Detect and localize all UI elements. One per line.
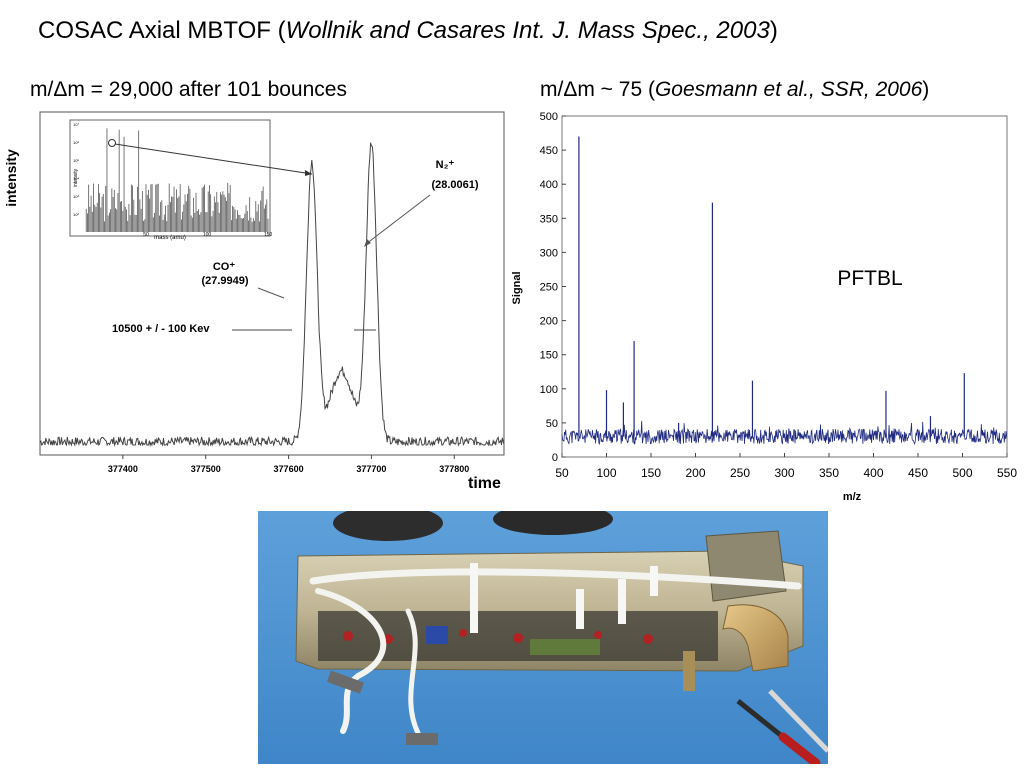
screwdriver-handle <box>778 732 821 768</box>
wire-harness-top <box>309 568 802 590</box>
instrument-photo <box>258 503 830 768</box>
spectrum-x-axis-label: m/z <box>843 491 862 503</box>
slide-title-prefix: COSAC Axial MBTOF ( <box>38 17 286 44</box>
tof-trace <box>39 142 505 447</box>
spectrum-y-tick-label: 400 <box>540 179 558 191</box>
inset-y-label: intensity <box>73 168 79 187</box>
inset-callout-arrowhead <box>305 170 312 176</box>
tof-y-axis-label: intensity <box>3 149 19 207</box>
right-subtitle-citation: Goesmann et al., SSR, 2006 <box>654 78 923 101</box>
spectrum-plot-frame <box>561 115 1008 458</box>
spectrum-x-tick-label: 300 <box>774 466 794 480</box>
spectrum-y-ticks: 0 50 100 150 200 250 300 350 400 450 500 <box>540 111 566 464</box>
inset-y-tick-label: 10⁴ <box>73 176 79 181</box>
inset-y-tick-label: 10² <box>73 212 79 217</box>
spectrum-x-tick-label: 100 <box>596 466 616 480</box>
spectrum-y-tick-label: 150 <box>540 350 558 362</box>
inset-spectrum <box>85 128 269 232</box>
right-subtitle-suffix: ) <box>922 78 930 101</box>
wire-harness-left <box>315 588 387 734</box>
blue-component <box>426 626 448 644</box>
pftbl-spectrum-chart: 0 50 100 150 200 250 300 350 400 450 500 50 100 150 2… <box>508 108 1024 504</box>
slide-title-citation: Wollnik and Casares Int. J. Mass Spec., … <box>285 17 770 44</box>
n2-label-leader <box>365 194 431 245</box>
left-subtitle: m/Δm = 29,000 after 101 bounces <box>30 78 347 101</box>
inset-x-tick-label: 150 <box>264 232 273 238</box>
spectrum-y-tick-label: 450 <box>540 145 558 157</box>
tof-x-tick-label: 377800 <box>439 464 469 474</box>
instrument-photo-svg <box>258 503 830 768</box>
instrument-end-box <box>705 530 787 602</box>
spectrum-y-tick-label: 250 <box>540 282 558 294</box>
tof-x-tick-label: 377700 <box>356 464 386 474</box>
inset-x-tick-label: 100 <box>203 232 212 238</box>
inset-y-tick-label: 10⁷ <box>73 122 79 127</box>
spectrum-y-tick-label: 50 <box>546 418 558 430</box>
slide-title-suffix: ) <box>769 17 778 44</box>
spectrum-y-tick-label: 350 <box>540 213 558 225</box>
wire-harness-lower <box>405 608 421 736</box>
spectrum-x-tick-label: 400 <box>863 466 883 480</box>
spectrum-x-tick-label: 200 <box>685 466 705 480</box>
right-subtitle: m/Δm ~ 75 (Goesmann et al., SSR, 2006) <box>540 76 929 104</box>
spectrum-compound-label: PFTBL <box>837 267 902 290</box>
brass-elbow-fitting <box>722 604 789 672</box>
energy-annotation: 10500 + / - 100 Kev <box>112 323 210 335</box>
mount-bracket <box>683 651 695 691</box>
n2-leader-arrowhead <box>364 239 371 247</box>
inset-y-tick-label: 10⁶ <box>73 140 79 145</box>
tof-x-tick-label: 377400 <box>108 464 138 474</box>
electronics-components <box>343 629 653 644</box>
tof-x-tick-label: 377600 <box>274 464 304 474</box>
co-label-leader <box>257 287 285 299</box>
co-peak-label: CO⁺ <box>213 261 236 273</box>
tool-handle-white <box>768 689 830 753</box>
tof-peak-chart: 377400 377500 377600 377700 377800 intensity… <box>0 108 512 498</box>
spectrum-peaks <box>578 136 965 437</box>
pftbl-spectrum-chart-svg: 0 50 100 150 200 250 300 350 400 450 500 50 100 150 2… <box>511 111 1017 503</box>
spectrum-x-tick-label: 350 <box>819 466 839 480</box>
right-subtitle-prefix: m/Δm ~ 75 ( <box>540 78 655 101</box>
spectrum-series-line <box>561 420 1008 446</box>
photo-dark-object-left <box>333 505 443 541</box>
inset-x-label: mass (amu) <box>154 235 186 241</box>
co-peak-value: (27.9949) <box>201 275 248 287</box>
spectrum-x-tick-label: 450 <box>908 466 928 480</box>
spectrum-y-tick-label: 0 <box>552 452 558 464</box>
inset-y-tick-label: 10³ <box>73 194 79 199</box>
spectrum-y-tick-label: 500 <box>540 111 558 123</box>
spectrum-y-tick-label: 300 <box>540 247 558 259</box>
spectrum-x-tick-label: 500 <box>952 466 972 480</box>
spectrum-x-tick-label: 250 <box>730 466 750 480</box>
spectrum-y-tick-label: 100 <box>540 384 558 396</box>
slide-title: COSAC Axial MBTOF (Wollnik and Casares I… <box>38 14 778 48</box>
connector-left <box>326 670 364 694</box>
inset-selected-peak-marker <box>108 139 116 147</box>
spectrum-x-tick-label: 550 <box>997 466 1017 480</box>
spectrum-x-tick-label: 150 <box>641 466 661 480</box>
n2-peak-value: (28.0061) <box>431 179 478 191</box>
inset-x-tick-label: 50 <box>143 232 149 238</box>
inset-y-ticks: 10⁷ 10⁶ 10⁵ 10⁴ 10³ 10² <box>73 122 79 217</box>
photo-dark-object-right <box>493 503 613 535</box>
inset-x-ticks: 50 100 150 <box>143 232 272 238</box>
connector-bottom <box>406 733 438 745</box>
spectrum-y-tick-label: 200 <box>540 316 558 328</box>
tof-peak-chart-svg: 377400 377500 377600 377700 377800 intensity… <box>3 111 505 492</box>
spectrum-x-tick-label: 50 <box>555 466 569 480</box>
tof-x-axis-label: time <box>468 475 501 492</box>
cable-ties <box>470 563 658 633</box>
spectrum-x-ticks: 50 100 150 200 250 300 350 400 450 500 550 <box>555 453 1017 480</box>
spectrum-y-axis-label: Signal <box>511 271 523 304</box>
inset-callout-line <box>114 143 313 175</box>
tof-x-tick-label: 377500 <box>191 464 221 474</box>
inset-y-tick-label: 10⁵ <box>73 158 79 163</box>
n2-peak-label: N₂⁺ <box>436 159 455 171</box>
green-circuit-board <box>530 639 600 655</box>
tof-x-ticks: 377400 377500 377600 377700 377800 <box>108 455 469 474</box>
